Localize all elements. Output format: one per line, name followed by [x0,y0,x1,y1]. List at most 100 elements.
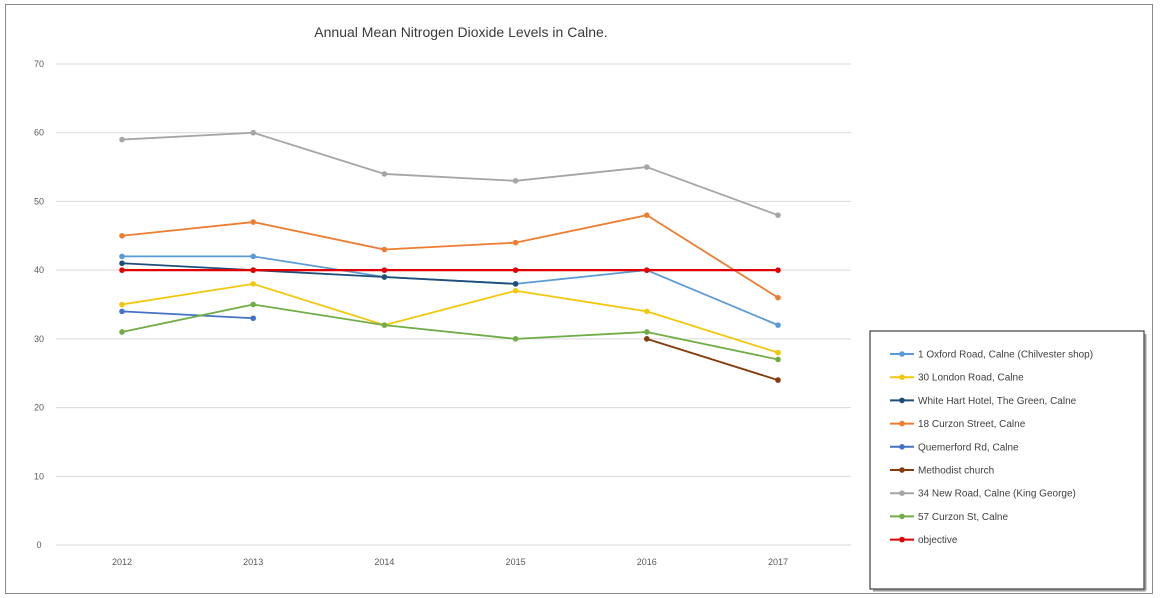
legend-swatch-marker [899,351,905,357]
chart-frame: Annual Mean Nitrogen Dioxide Levels in C… [5,4,1153,594]
series-line [121,282,779,354]
y-tick-label: 70 [34,59,44,69]
legend-item: 57 Curzon St, Calne [890,512,1008,523]
data-point [775,377,781,383]
data-point [250,219,256,225]
data-point [119,232,125,239]
data-point [775,267,781,273]
series-group [644,336,781,383]
data-point [512,281,519,287]
legend-item: 34 New Road, Calne (King George) [890,489,1076,500]
data-point [119,260,125,267]
x-axis-ticks: 2012 2013 2014 2015 2016 2017 [112,557,788,567]
legend-label: Methodist church [918,466,994,477]
data-point [775,322,781,328]
data-point [644,329,650,335]
legend-swatch-marker [899,420,905,427]
series-line [121,303,779,361]
legend-box [869,330,1145,590]
data-point [512,336,519,342]
data-point [119,253,125,260]
x-tick-label: 2017 [768,557,788,567]
legend-label: 30 London Road, Calne [918,373,1024,384]
data-point [512,267,519,273]
series-line [121,262,516,285]
data-point [250,267,256,273]
y-tick-label: 50 [34,196,44,206]
legend-item: Quemerford Rd, Calne [890,442,1019,453]
data-point [119,267,125,273]
legend-item: 18 Curzon Street, Calne [890,419,1026,430]
data-point [250,281,256,287]
legend-swatch-marker [899,397,905,404]
data-point [644,164,650,170]
data-point [512,178,519,184]
legend-swatch-marker [899,536,905,543]
y-tick-label: 40 [34,265,44,275]
data-point [512,239,519,246]
legend-item: White Hart Hotel, The Green, Calne [890,396,1077,407]
y-tick-label: 10 [34,471,44,481]
data-point [250,315,256,322]
series-group [119,129,781,218]
legend-label: Quemerford Rd, Calne [918,442,1019,453]
legend-swatch-marker [899,374,905,381]
series-line [646,337,779,381]
x-tick-label: 2015 [506,557,526,567]
legend-swatch-marker [899,490,905,497]
y-tick-label: 60 [34,128,44,138]
y-tick-label: 20 [34,403,44,413]
data-point [119,329,125,335]
series-line [122,255,779,326]
series-group [119,281,781,356]
series-line [121,131,779,217]
data-point [381,274,388,280]
series-group [119,308,256,322]
data-point [512,287,519,294]
series-group [119,301,781,363]
data-point [775,294,781,301]
legend-item: 1 Oxford Road, Calne (Chilvester shop) [890,350,1093,361]
data-point [775,356,781,363]
legend-swatch-marker [899,467,905,473]
series-group [119,267,781,273]
data-point [119,301,125,308]
legend-label: 18 Curzon Street, Calne [918,419,1026,430]
legend-swatch-marker [899,444,905,450]
y-tick-label: 0 [36,540,41,550]
data-point [119,308,125,315]
data-point [381,267,388,273]
legend: 1 Oxford Road, Calne (Chilvester shop) 30… [869,330,1147,592]
series-line [121,310,254,320]
chart-title: Annual Mean Nitrogen Dioxide Levels in C… [314,24,607,40]
data-point [381,171,388,177]
legend-swatch-marker [899,513,905,520]
legend-item: objective [890,535,958,546]
x-tick-label: 2013 [243,557,263,567]
line-chart: Annual Mean Nitrogen Dioxide Levels in C… [34,24,1147,592]
x-tick-label: 2012 [112,557,132,567]
legend-label: 1 Oxford Road, Calne (Chilvester shop) [918,350,1093,361]
series-group [119,260,519,287]
legend-item: 30 London Road, Calne [890,373,1024,384]
data-point [644,267,650,273]
series-lines [119,129,781,383]
data-point [775,349,781,356]
data-point [644,308,650,315]
data-point [250,253,256,260]
data-point [381,322,388,328]
series-line [121,214,779,299]
data-point [250,301,256,308]
data-point [775,212,781,218]
legend-label: objective [918,535,958,546]
legend-label: 57 Curzon St, Calne [918,512,1008,523]
data-point [644,336,650,342]
series-group [119,212,781,301]
x-tick-label: 2016 [637,557,657,567]
legend-label: 34 New Road, Calne (King George) [918,489,1076,500]
legend-label: White Hart Hotel, The Green, Calne [918,396,1077,407]
legend-item: Methodist church [890,466,994,477]
data-point [381,246,388,253]
data-point [644,212,650,218]
x-tick-label: 2014 [374,557,394,567]
